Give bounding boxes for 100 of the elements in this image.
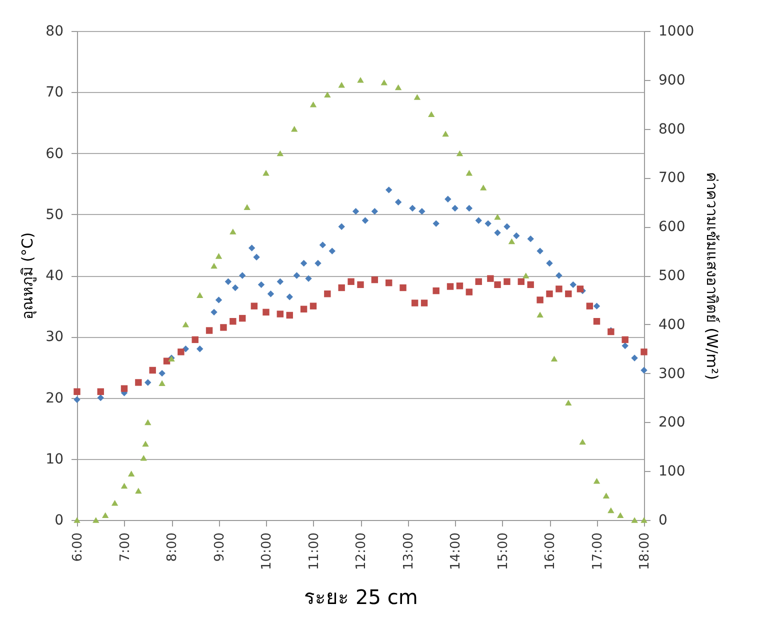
point — [182, 321, 190, 328]
point — [394, 198, 402, 206]
x-tick-label: 18:00 — [638, 532, 652, 570]
point — [536, 296, 544, 304]
point — [286, 294, 293, 300]
x-tick-label: 16:00 — [543, 532, 558, 570]
point — [267, 290, 274, 298]
point — [111, 500, 118, 506]
point — [230, 228, 236, 234]
point — [527, 235, 534, 242]
point — [522, 272, 530, 278]
x-tick-label: 17:00 — [590, 532, 606, 570]
point — [192, 336, 198, 344]
point — [593, 302, 600, 310]
point — [210, 308, 218, 316]
point — [319, 242, 326, 248]
point — [444, 196, 452, 202]
point — [475, 278, 482, 285]
point — [452, 204, 458, 212]
point — [456, 150, 464, 156]
point — [480, 184, 487, 190]
point — [232, 284, 239, 292]
point — [305, 275, 312, 282]
point — [215, 253, 222, 259]
point — [142, 440, 149, 447]
point — [163, 358, 170, 364]
point — [178, 348, 184, 356]
point — [400, 284, 406, 292]
point — [608, 507, 614, 514]
point — [556, 272, 562, 279]
point — [418, 208, 426, 215]
point — [513, 232, 520, 240]
point — [338, 82, 345, 88]
point — [556, 286, 562, 292]
point — [300, 306, 308, 312]
point — [504, 278, 510, 285]
point — [550, 356, 558, 362]
point — [258, 281, 265, 288]
point — [300, 260, 308, 267]
point — [432, 287, 440, 294]
point — [357, 281, 364, 288]
y2-tick-label: 200 — [658, 414, 686, 431]
point — [586, 302, 594, 310]
point — [196, 292, 204, 298]
point — [411, 300, 418, 306]
point — [527, 281, 534, 288]
x-tick-label: 7:00 — [118, 532, 133, 562]
y-tick-label: 10 — [46, 451, 64, 468]
point — [293, 272, 300, 279]
point — [286, 312, 293, 319]
point — [120, 482, 128, 489]
y2-tick-label: 800 — [658, 121, 686, 138]
y-tick-label: 80 — [46, 24, 64, 40]
point — [352, 208, 360, 215]
point — [622, 336, 628, 344]
point — [135, 379, 142, 386]
x-tick-label: 6:00 — [70, 532, 86, 562]
point — [74, 517, 80, 523]
point — [409, 204, 416, 212]
point — [144, 419, 152, 426]
point — [276, 150, 284, 156]
point — [158, 370, 166, 377]
x-tick-label: 14:00 — [448, 532, 464, 570]
point — [135, 488, 142, 494]
point — [144, 379, 152, 386]
y-tick-label: 50 — [46, 206, 64, 223]
point — [394, 84, 402, 90]
point — [494, 229, 501, 236]
point — [576, 286, 584, 292]
y-tick-label: 0 — [54, 512, 64, 528]
point — [206, 327, 213, 334]
x-tick-label: 9:00 — [212, 532, 228, 562]
y2-axis-title: ค่าความเข้มแสงอาทิตย์ (W/m²) — [703, 172, 722, 380]
point — [475, 217, 482, 224]
point — [484, 220, 492, 227]
point — [220, 324, 227, 331]
point — [380, 79, 388, 86]
point — [466, 170, 473, 176]
point — [466, 288, 473, 296]
point — [120, 385, 128, 392]
point — [466, 204, 473, 212]
x-tick-label: 13:00 — [401, 532, 416, 570]
point — [362, 217, 369, 224]
point — [617, 512, 624, 518]
point — [314, 260, 322, 267]
point — [593, 318, 600, 325]
point — [518, 278, 525, 285]
point — [456, 282, 464, 290]
y-tick-label: 40 — [46, 268, 64, 284]
point — [230, 318, 236, 325]
point — [102, 512, 109, 518]
point — [536, 312, 544, 318]
y2-tick-label: 600 — [658, 219, 686, 236]
y2-tick-label: 300 — [658, 366, 686, 382]
y2-tick-label: 400 — [658, 316, 686, 333]
x-tick-label: 15:00 — [496, 532, 511, 570]
point — [250, 302, 258, 310]
y2-tick-label: 500 — [658, 268, 686, 284]
point — [324, 92, 331, 98]
point — [239, 314, 246, 322]
